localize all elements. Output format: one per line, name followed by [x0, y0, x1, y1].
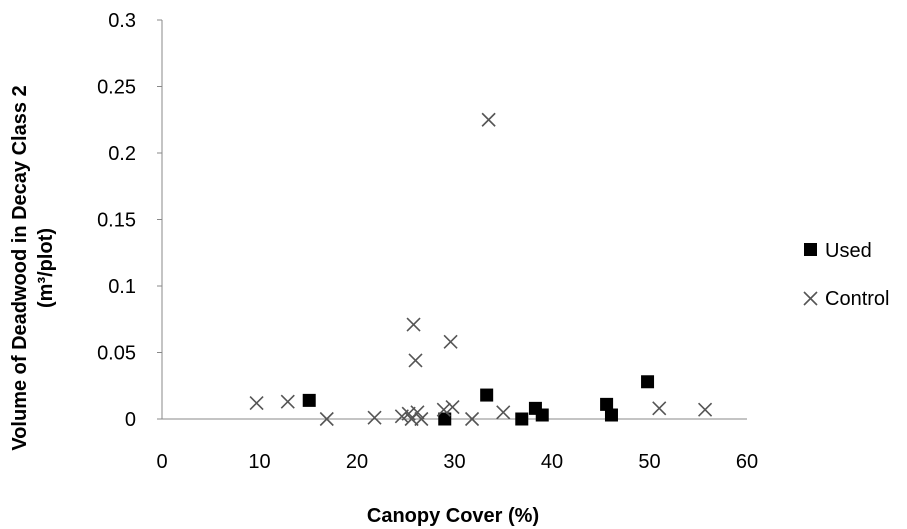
legend-item-control: Control	[803, 288, 889, 310]
legend-used-square-icon	[804, 243, 817, 256]
legend-control-label: Control	[825, 288, 889, 310]
control-point	[280, 394, 295, 409]
control-point	[481, 112, 496, 127]
x-tick-label: 60	[736, 451, 758, 473]
control-point	[249, 395, 264, 411]
used-point	[302, 393, 316, 407]
used-point	[604, 408, 618, 422]
y-axis-unit: (m³/plot)	[35, 228, 57, 308]
legend: Used Control	[803, 240, 889, 310]
control-point	[414, 411, 429, 427]
control-point	[496, 405, 511, 420]
control-point	[652, 401, 667, 416]
y-axis-unit-group: (m³/plot)	[35, 228, 57, 308]
control-point	[443, 334, 458, 349]
x-tick-label: 10	[248, 451, 270, 473]
y-axis-title-group: Volume of Deadwood in Decay Class 2	[9, 85, 31, 450]
used-point	[641, 375, 655, 389]
y-tick-label: 0.1	[108, 276, 136, 298]
y-tick-label: 0.3	[108, 10, 136, 32]
control-point	[445, 399, 460, 415]
x-tick-labels: 0 10 20 30 40 50 60	[156, 451, 758, 473]
control-point	[408, 353, 423, 368]
control-point	[367, 410, 382, 425]
y-tick-label: 0.2	[108, 143, 136, 165]
used-point	[515, 412, 529, 426]
data-points	[249, 112, 713, 427]
legend-used-label: Used	[825, 240, 872, 262]
used-point	[600, 397, 614, 411]
x-axis-title: Canopy Cover (%)	[367, 505, 539, 527]
used-point	[535, 408, 549, 422]
used-point	[480, 388, 494, 402]
y-tick-label: 0.15	[97, 210, 136, 232]
x-tick-label: 0	[156, 451, 167, 473]
x-tick-label: 40	[541, 451, 563, 473]
control-point	[410, 405, 425, 420]
y-tick-label: 0.25	[97, 77, 136, 99]
used-point	[438, 412, 452, 426]
control-point	[464, 411, 480, 427]
control-point	[319, 411, 334, 427]
y-tick-labels: 0 0.05 0.1 0.15 0.2 0.25 0.3	[97, 10, 162, 431]
control-point	[436, 402, 451, 417]
control-point	[406, 317, 421, 332]
y-tick-label: 0	[125, 409, 136, 431]
y-axis-title: Volume of Deadwood in Decay Class 2	[9, 85, 31, 450]
control-point	[698, 402, 713, 417]
x-tick-label: 30	[443, 451, 465, 473]
legend-control-x-icon	[803, 291, 818, 306]
y-tick-label: 0.05	[97, 343, 136, 365]
x-tick-label: 50	[638, 451, 660, 473]
x-tick-label: 20	[346, 451, 368, 473]
axes	[161, 20, 747, 420]
legend-item-used: Used	[804, 240, 872, 262]
